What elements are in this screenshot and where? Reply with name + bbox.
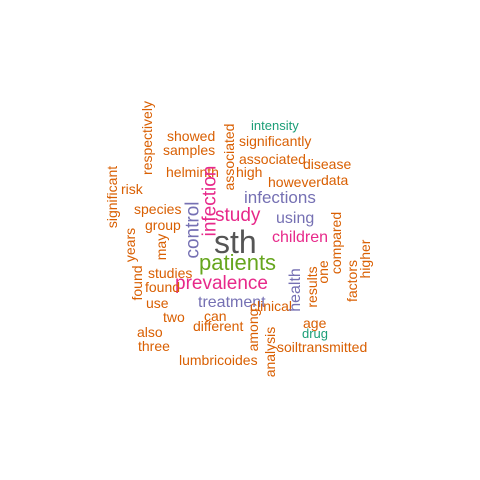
word-significantly: significantly xyxy=(239,133,312,149)
word-high: helminth xyxy=(166,164,219,180)
word-clinical: use xyxy=(146,295,169,311)
word-prevalence: prevalence xyxy=(175,273,268,294)
word-age: among xyxy=(245,308,261,352)
word-one: studies xyxy=(148,265,193,281)
word-study: study xyxy=(215,205,261,226)
word-lumbricoides: soiltransmitted xyxy=(277,339,368,355)
word-among: different xyxy=(193,318,244,334)
word-used: group xyxy=(145,217,181,233)
word-showed: showed xyxy=(167,128,216,144)
word-patients: patients xyxy=(199,250,277,275)
word-hookworm: analysis xyxy=(262,326,278,378)
word-higher: higher xyxy=(357,239,373,279)
word-samples: samples xyxy=(163,142,216,158)
word-may: may xyxy=(153,233,169,261)
word-factors: factors xyxy=(344,259,360,303)
word-significant: risk xyxy=(121,181,143,197)
word-group: species xyxy=(134,201,182,217)
word-disease: associated xyxy=(239,151,306,167)
word-sth: sth xyxy=(214,224,257,260)
word-drug: drug xyxy=(302,326,329,341)
word-compared: compared xyxy=(328,211,344,275)
word-soiltransmitted: three xyxy=(138,338,170,354)
word-years: years xyxy=(122,227,138,263)
word-treatment: health xyxy=(287,268,304,312)
word-health: treatment xyxy=(198,294,266,311)
word-also: can xyxy=(204,308,227,324)
word-three: age xyxy=(303,315,327,331)
word-respectively: respectively xyxy=(139,101,155,175)
word-infections: infections xyxy=(244,188,316,207)
word-found-vertical: found xyxy=(129,265,145,301)
word-use: found xyxy=(145,279,181,295)
word-can: two xyxy=(163,309,185,325)
word-associated-vertical: associated xyxy=(221,123,237,191)
word-two: clinical xyxy=(250,298,293,314)
word-species: significant xyxy=(104,165,120,229)
word-however: data xyxy=(321,172,349,188)
word-data: high xyxy=(236,164,263,180)
word-children: control xyxy=(182,201,204,259)
word-different: also xyxy=(137,324,163,340)
word-helminth: disease xyxy=(303,156,352,172)
word-using: using xyxy=(276,210,315,227)
word-intensity: intensity xyxy=(251,118,299,133)
word-risk: however xyxy=(268,174,321,190)
word-analysis: lumbricoides xyxy=(179,352,258,368)
word-results: results xyxy=(304,266,320,308)
word-control: children xyxy=(272,229,329,246)
